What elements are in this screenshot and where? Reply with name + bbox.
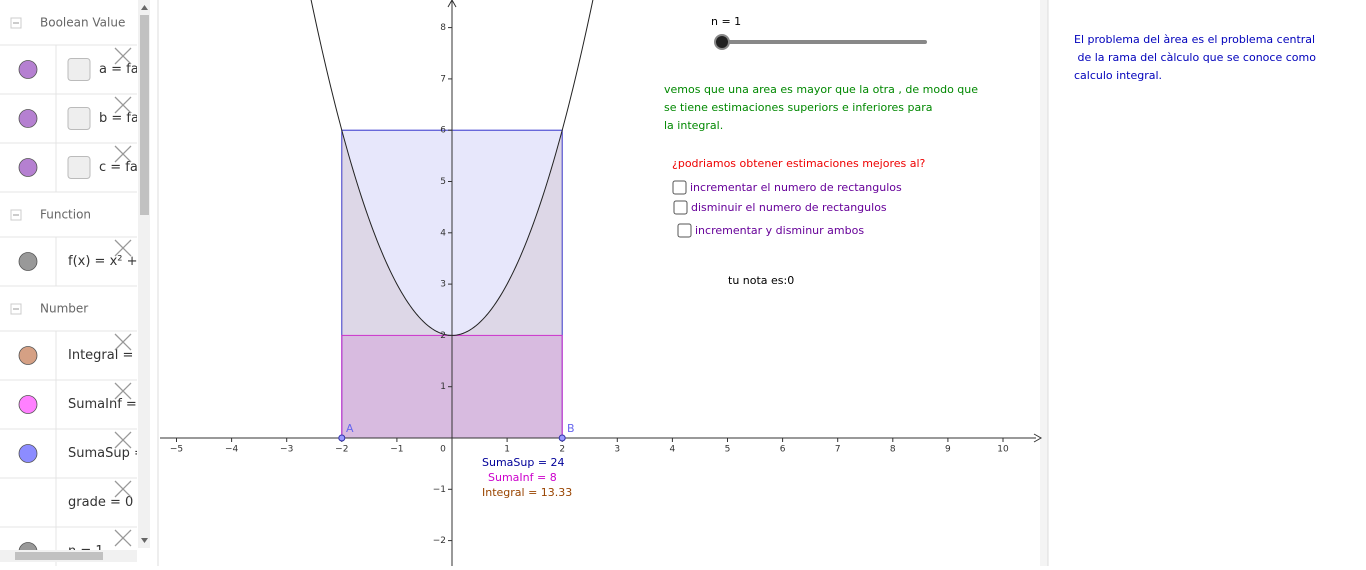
question: ¿podriamos obtener estimaciones mejores … [672,157,926,170]
algebra-item: Integral = 1 [68,348,146,363]
option-label[interactable]: incrementar el numero de rectangulos [690,181,902,194]
checkbox[interactable] [67,156,91,179]
y-tick-label: 8 [440,23,446,33]
point-b[interactable] [558,434,566,442]
slider-knob[interactable] [714,34,730,50]
delete-icon[interactable] [114,47,132,65]
y-tick-label: 7 [440,74,446,84]
x-tick-label: 8 [890,445,896,455]
x-tick-label: 1 [504,445,510,455]
x-tick-label: 3 [614,445,620,455]
x-tick-label: 10 [997,445,1009,455]
x-tick-label: −2 [335,445,348,455]
algebra-item: b = fa [99,111,139,126]
v-scroll-thumb[interactable] [140,15,149,215]
visibility-dot[interactable] [18,346,38,365]
x-tick-label: −4 [225,445,239,455]
side-text: El problema del àrea es el problema cent… [1074,33,1315,46]
side-text: calculo integral. [1074,69,1162,82]
intro-text: vemos que una area es mayor que la otra … [664,83,978,96]
algebra-item: grade = 0 [68,495,133,510]
origin-label: 0 [440,445,446,455]
side-text: de la rama del càlculo que se conoce com… [1074,51,1316,64]
visibility-dot[interactable] [18,109,38,128]
point-label: A [346,422,354,435]
algebra-item: f(x) = x² + [68,254,138,269]
point-a[interactable] [338,434,346,442]
algebra-item: SumaInf = [68,397,137,412]
divider [1040,0,1048,566]
slider-label: n = 1 [711,15,741,28]
algebra-item: SumaSup = [68,446,145,461]
section-title: Function [40,208,91,222]
x-arrow [1033,433,1043,443]
algebra-item: c = fa [99,160,138,175]
algebra-panel [0,0,150,566]
y-tick-label: −1 [433,485,446,495]
algebra-item: a = fa [99,62,139,77]
checkbox[interactable] [67,58,91,81]
x-tick-label: 7 [835,445,841,455]
integral-value: Integral = 13.33 [482,486,572,499]
visibility-dot[interactable] [18,252,38,271]
point-label: B [567,422,575,435]
y-tick-label: 2 [440,331,446,341]
y-arrow [447,0,457,8]
x-tick-label: 9 [945,445,951,455]
integral-area [341,130,563,438]
visibility-dot[interactable] [18,444,38,463]
section-title: Boolean Value [40,16,125,30]
y-tick-label: 6 [440,126,446,136]
delete-icon[interactable] [114,529,132,547]
x-tick-label: 5 [725,445,731,455]
delete-icon[interactable] [114,333,132,351]
option-checkbox[interactable] [672,180,687,195]
y-tick-label: 5 [440,177,446,187]
option-label[interactable]: incrementar y disminur ambos [695,224,864,237]
delete-icon[interactable] [114,431,132,449]
suma-inf: SumaInf = 8 [488,471,557,484]
y-tick-label: 4 [440,228,446,238]
delete-icon[interactable] [114,382,132,400]
delete-icon[interactable] [114,239,132,257]
option-checkbox[interactable] [677,223,692,238]
checkbox[interactable] [67,107,91,130]
suma-sup: SumaSup = 24 [482,456,565,469]
y-tick-label: 1 [440,382,446,392]
section-title: Number [40,302,88,316]
delete-icon[interactable] [114,96,132,114]
y-tick-label: 3 [440,280,446,290]
visibility-dot[interactable] [18,158,38,177]
x-tick-label: 2 [559,445,565,455]
option-label[interactable]: disminuir el numero de rectangulos [691,201,887,214]
delete-icon[interactable] [114,480,132,498]
h-scroll-thumb[interactable] [15,552,103,560]
visibility-dot[interactable] [18,60,38,79]
x-tick-label: −1 [390,445,403,455]
y-tick-label: −2 [433,536,446,546]
delete-icon[interactable] [114,145,132,163]
grade-text: tu nota es:0 [728,274,794,287]
visibility-dot[interactable] [18,395,38,414]
x-tick-label: −3 [280,445,293,455]
intro-text: se tiene estimaciones superiors e inferi… [664,101,933,114]
x-tick-label: −5 [170,445,183,455]
option-checkbox[interactable] [673,200,688,215]
x-tick-label: 6 [780,445,786,455]
x-tick-label: 4 [670,445,676,455]
intro-text: la integral. [664,119,723,132]
